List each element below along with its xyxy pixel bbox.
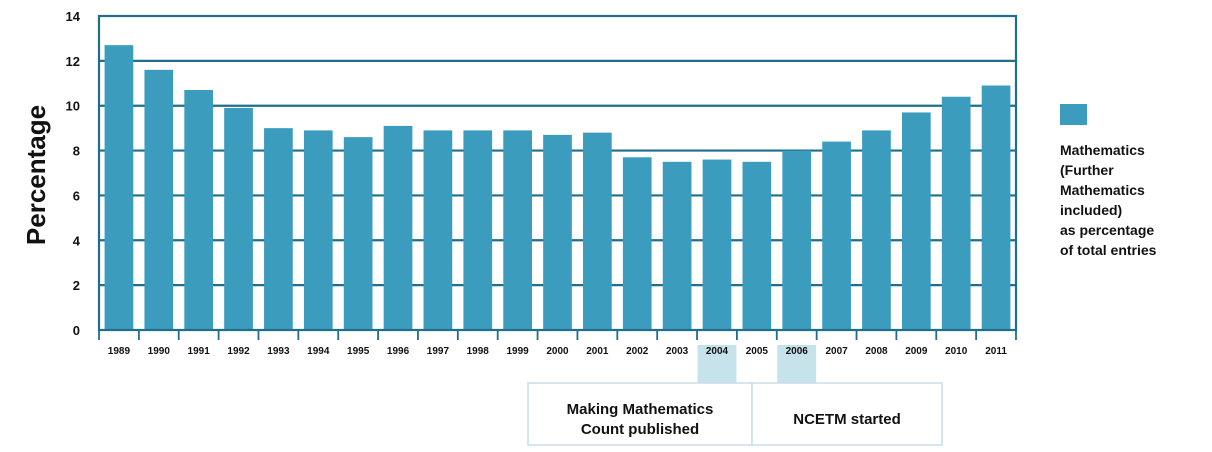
annotation-box-2004 <box>527 382 753 446</box>
annotation-2004-line-0: Making Mathematics <box>567 401 714 418</box>
annotation-2004-line-1: Count published <box>581 421 699 438</box>
x-tick-1989: 1989 <box>108 346 131 357</box>
legend-line-4: as percentage <box>1060 222 1154 238</box>
y-tick-2: 2 <box>73 278 80 293</box>
bar-1994 <box>303 130 333 330</box>
y-tick-10: 10 <box>66 99 80 114</box>
bar-1993 <box>264 128 293 330</box>
x-tick-2008: 2008 <box>865 346 888 357</box>
annotation-boxes <box>527 382 943 446</box>
x-tick-2005: 2005 <box>746 346 769 357</box>
bar-1999 <box>503 130 532 330</box>
bar-2001 <box>583 132 612 330</box>
bars <box>104 45 1011 331</box>
bar-2009 <box>901 112 931 330</box>
y-tick-8: 8 <box>73 144 80 159</box>
bar-2005 <box>742 161 772 330</box>
y-tick-12: 12 <box>66 54 80 69</box>
x-tick-1992: 1992 <box>227 346 250 357</box>
highlight-2004 <box>697 345 737 383</box>
y-tick-0: 0 <box>73 323 80 338</box>
x-tick-2003: 2003 <box>666 346 689 357</box>
annotation-highlights <box>697 345 817 383</box>
x-tick-1997: 1997 <box>427 346 450 357</box>
annotation-labels: Making Mathematics Count published NCETM s… <box>567 401 901 438</box>
bar-1996 <box>383 125 413 331</box>
bar-1997 <box>423 130 453 330</box>
bar-2003 <box>662 161 692 330</box>
legend-swatch <box>1060 104 1087 125</box>
bar-2000 <box>543 134 572 330</box>
bar-2008 <box>862 130 891 330</box>
bar-2006 <box>782 150 812 330</box>
y-tick-14: 14 <box>66 9 81 24</box>
x-tick-1998: 1998 <box>467 346 490 357</box>
x-tick-1995: 1995 <box>347 346 370 357</box>
plot-frame <box>97 14 1018 332</box>
y-tick-4: 4 <box>73 233 81 248</box>
x-tick-1999: 1999 <box>507 346 530 357</box>
x-tick-2001: 2001 <box>586 346 609 357</box>
x-tick-2007: 2007 <box>825 346 848 357</box>
bar-1995 <box>343 137 373 330</box>
highlight-2006 <box>777 345 817 383</box>
bar-1990 <box>144 69 174 330</box>
x-tick-1996: 1996 <box>387 346 410 357</box>
y-tick-6: 6 <box>73 188 80 203</box>
legend-line-0: Mathematics <box>1060 142 1145 158</box>
x-tick-2002: 2002 <box>626 346 649 357</box>
bar-2002 <box>622 157 652 330</box>
bar-2010 <box>941 96 971 330</box>
x-tick-1993: 1993 <box>267 346 290 357</box>
bar-1989 <box>104 45 134 331</box>
x-tick-2009: 2009 <box>905 346 928 357</box>
x-tick-2010: 2010 <box>945 346 968 357</box>
y-tick-labels: 0 2 4 6 8 10 12 14 <box>66 9 81 338</box>
x-tick-2006: 2006 <box>786 346 809 357</box>
y-axis-label: Percentage <box>21 105 51 245</box>
bar-2007 <box>822 141 851 330</box>
x-tick-labels: 1989 1990 1991 1992 1993 1994 1995 1996 1997 1998… <box>98 330 1017 357</box>
x-tick-2000: 2000 <box>546 346 569 357</box>
legend: Mathematics (Further Mathematics included) a… <box>1060 104 1157 258</box>
x-tick-2004: 2004 <box>706 346 729 357</box>
x-tick-1990: 1990 <box>148 346 171 357</box>
legend-line-3: included) <box>1060 202 1122 218</box>
legend-line-1: (Further <box>1060 162 1114 178</box>
legend-line-5: of total entries <box>1060 242 1157 258</box>
bar-2004 <box>702 159 732 330</box>
bar-2011 <box>981 85 1011 331</box>
x-tick-1994: 1994 <box>307 346 330 357</box>
bar-1992 <box>224 107 253 330</box>
annotation-box-2006 <box>751 382 943 446</box>
x-tick-1991: 1991 <box>188 346 211 357</box>
legend-line-2: Mathematics <box>1060 182 1145 198</box>
bar-1991 <box>184 90 214 330</box>
bar-1998 <box>463 130 493 330</box>
x-tick-2011: 2011 <box>985 346 1007 357</box>
annotation-2006-line-0: NCETM started <box>793 411 901 428</box>
